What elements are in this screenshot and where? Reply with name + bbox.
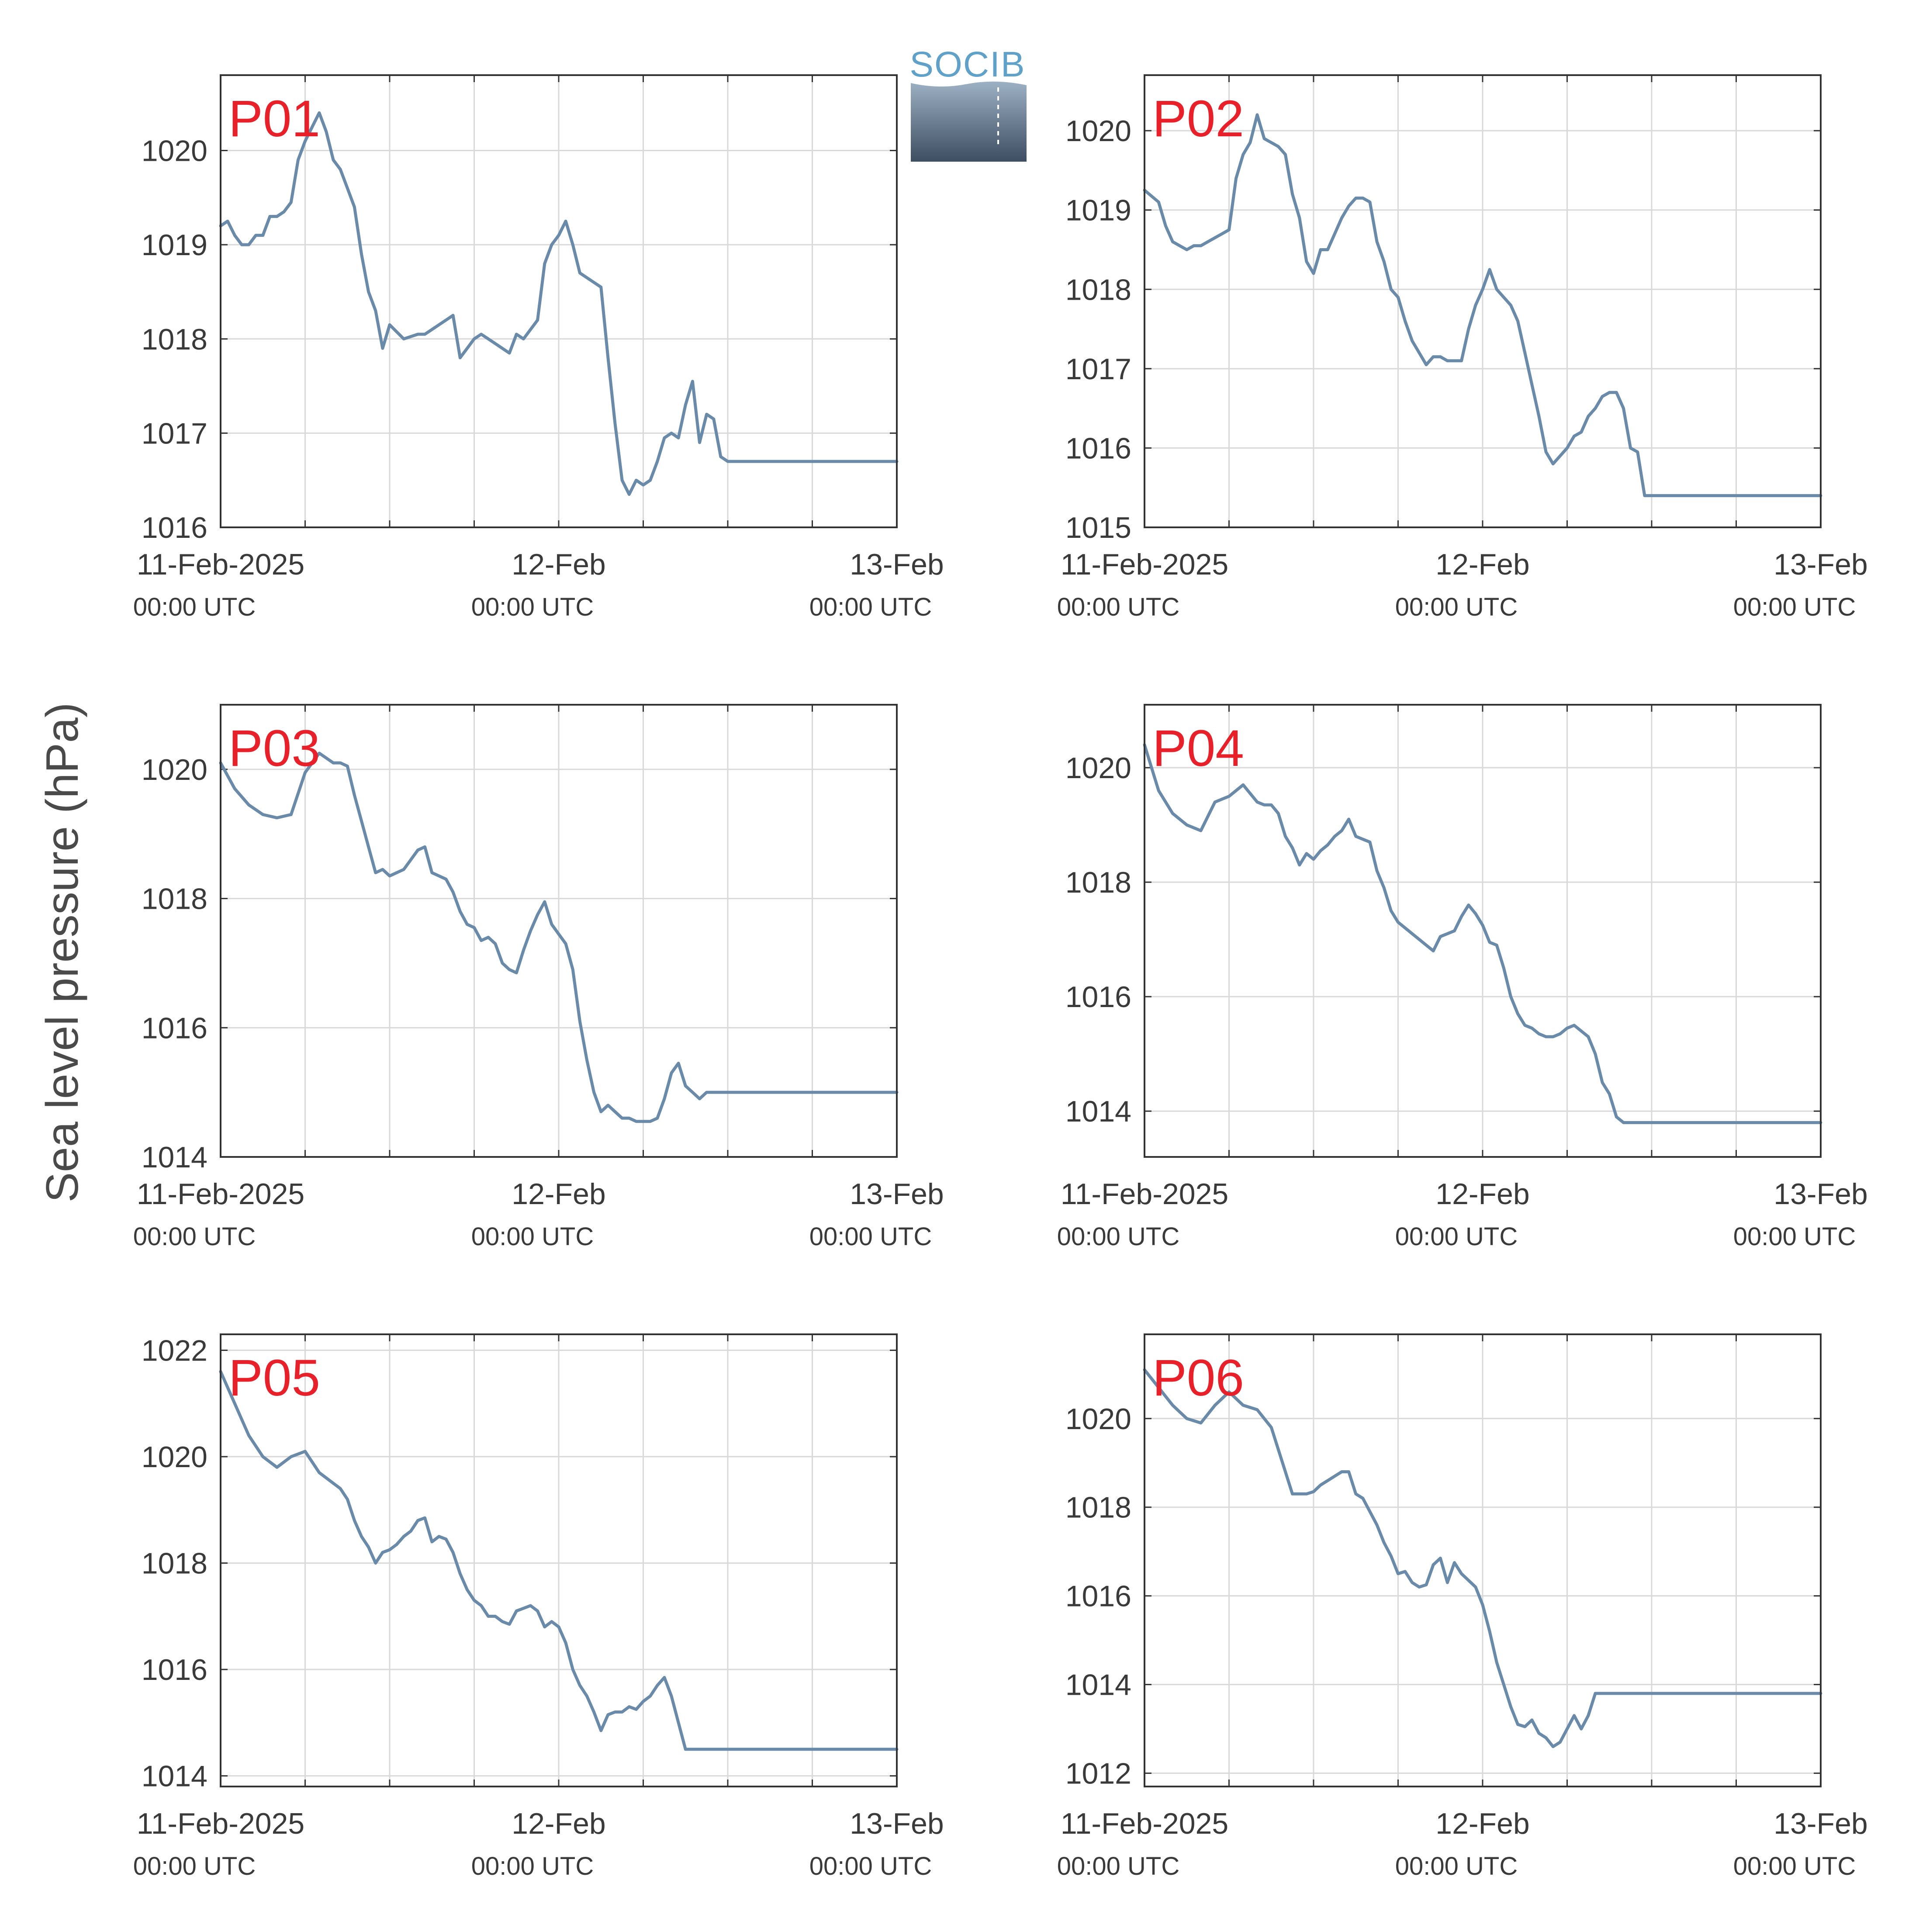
y-tick-label: 1018 [1065,1491,1131,1524]
y-tick-label: 1014 [142,1760,207,1793]
x-tick-label: 11-Feb-2025 [137,1177,304,1211]
x-tick-label: 13-Feb [1774,1177,1867,1211]
x-tick-sublabel: 00:00 UTC [809,1222,932,1251]
y-tick-label: 1020 [142,1440,207,1474]
x-tick-label: 13-Feb [850,1807,944,1840]
y-tick-label: 1017 [142,417,207,450]
y-tick-label: 1015 [1065,511,1131,544]
x-tick-sublabel: 00:00 UTC [133,1852,256,1880]
x-tick-label: 11-Feb-2025 [137,548,304,581]
x-tick-sublabel: 00:00 UTC [471,593,594,621]
axes-box [1144,704,1822,1158]
chart-panel-p05: 1014 1016 1018 1020 1022 11-Feb-2025 00:00 UTC… [133,1333,944,1880]
y-tick-label: 1017 [1065,353,1131,386]
x-tick-sublabel: 00:00 UTC [1733,1222,1856,1251]
x-tick-label: 12-Feb [1435,1177,1529,1211]
x-tick-sublabel: 00:00 UTC [809,1852,932,1880]
x-tick-sublabel: 00:00 UTC [1395,1852,1518,1880]
chart-panel-p01: 1016 1017 1018 1019 1020 11-Feb-2025 00:00 UTC… [133,74,944,621]
axes-box [220,704,898,1158]
x-tick-label: 12-Feb [512,1807,605,1840]
logo-text: SOCIB [909,45,1025,84]
x-tick-sublabel: 00:00 UTC [1057,593,1179,621]
y-axis-label: Sea level pressure (hPa) [37,703,88,1203]
y-tick-label: 1012 [1065,1757,1131,1790]
series-line-p04 [1143,743,1822,1124]
y-tick-label: 1014 [1065,1669,1131,1702]
y-tick-label: 1018 [142,883,207,916]
y-tick-label: 1018 [1065,273,1131,306]
x-tick-sublabel: 00:00 UTC [1395,1222,1518,1251]
y-tick-label: 1016 [142,1653,207,1686]
y-tick-label: 1020 [142,135,207,168]
y-tick-label: 1020 [1065,114,1131,148]
series-line-p06 [1143,1368,1822,1748]
y-tick-label: 1016 [142,1011,207,1045]
x-tick-label: 11-Feb-2025 [137,1807,304,1840]
panel-label: P06 [1152,1349,1244,1407]
x-tick-sublabel: 00:00 UTC [809,593,932,621]
series-line-p02 [1143,113,1822,497]
x-tick-label: 13-Feb [850,548,944,581]
panel-label: P05 [228,1349,320,1407]
series-line-p05 [219,1370,899,1751]
y-tick-label: 1018 [142,1547,207,1580]
panel-label: P01 [228,90,320,148]
y-tick-label: 1019 [142,229,207,262]
y-tick-label: 1019 [1065,194,1131,227]
axes-box [1144,1333,1822,1787]
chart-panel-p06: 1012 1014 1016 1018 1020 11-Feb-2025 00:00 UTC… [1057,1333,1868,1880]
y-tick-label: 1016 [1065,980,1131,1014]
y-tick-label: 1018 [142,323,207,356]
x-tick-label: 13-Feb [1774,548,1867,581]
y-tick-label: 1016 [1065,1580,1131,1613]
x-tick-sublabel: 00:00 UTC [1057,1852,1179,1880]
axes-box [220,1333,898,1787]
x-tick-sublabel: 00:00 UTC [471,1852,594,1880]
panel-label: P02 [1152,90,1244,148]
socib-logo: SOCIB [909,45,1027,162]
x-tick-label: 13-Feb [1774,1807,1867,1840]
panel-label: P03 [228,720,320,777]
y-tick-label: 1014 [1065,1095,1131,1128]
x-tick-sublabel: 00:00 UTC [1733,1852,1856,1880]
x-tick-label: 12-Feb [512,548,605,581]
chart-panel-p02: 1015 1016 1017 1018 1019 1020 11-Feb-2025 00:00… [1057,74,1868,621]
panel-label: P04 [1152,720,1244,777]
y-tick-label: 1016 [142,511,207,544]
axes-box [220,74,898,528]
y-tick-label: 1020 [1065,1402,1131,1436]
chart-panel-p03: 1014 1016 1018 1020 11-Feb-2025 00:00 UTC 12-F… [133,704,944,1251]
y-tick-label: 1018 [1065,866,1131,899]
y-tick-label: 1020 [142,753,207,786]
y-tick-label: 1014 [142,1141,207,1174]
x-tick-label: 11-Feb-2025 [1061,1807,1228,1840]
x-tick-label: 12-Feb [1435,548,1529,581]
y-tick-label: 1016 [1065,432,1131,465]
series-line-p01 [219,111,899,496]
x-tick-sublabel: 00:00 UTC [133,593,256,621]
chart-panel-p04: 1014 1016 1018 1020 11-Feb-2025 00:00 UTC 12-F… [1057,704,1868,1251]
x-tick-sublabel: 00:00 UTC [1733,593,1856,621]
x-tick-label: 12-Feb [512,1177,605,1211]
y-tick-label: 1020 [1065,751,1131,785]
axes-box [1144,74,1822,528]
x-tick-label: 11-Feb-2025 [1061,548,1228,581]
x-tick-label: 11-Feb-2025 [1061,1177,1228,1211]
x-tick-label: 12-Feb [1435,1807,1529,1840]
y-tick-label: 1022 [142,1334,207,1368]
x-tick-sublabel: 00:00 UTC [1395,593,1518,621]
x-tick-sublabel: 00:00 UTC [133,1222,256,1251]
series-line-p03 [219,751,899,1123]
x-tick-label: 13-Feb [850,1177,944,1211]
x-tick-sublabel: 00:00 UTC [1057,1222,1179,1251]
x-tick-sublabel: 00:00 UTC [471,1222,594,1251]
